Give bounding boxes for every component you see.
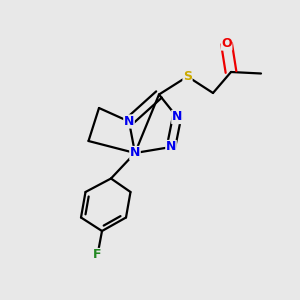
Text: N: N xyxy=(124,115,134,128)
Text: N: N xyxy=(172,110,182,124)
Text: O: O xyxy=(221,37,232,50)
Text: N: N xyxy=(166,140,176,154)
Text: S: S xyxy=(183,70,192,83)
Text: F: F xyxy=(93,248,102,262)
Text: N: N xyxy=(130,146,140,160)
